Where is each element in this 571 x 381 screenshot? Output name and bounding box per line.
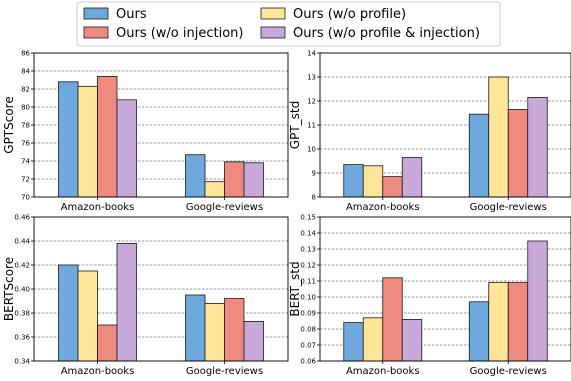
legend-swatch-ours-w-o-profile xyxy=(260,7,286,20)
legend-swatch-ours-w-o-injection xyxy=(83,26,109,39)
y-tick-label: 11 xyxy=(307,122,316,130)
y-tick-label: 0.42 xyxy=(14,262,30,270)
y-tick-label: 0.11 xyxy=(300,278,316,286)
y-tick-label: 72 xyxy=(21,176,30,184)
bar-amazon-books-ours-w-o-profile xyxy=(362,317,384,362)
y-tick-label: 12 xyxy=(307,98,316,106)
bar-amazon-books-ours-w-o-profile xyxy=(362,165,384,198)
y-tick-label: 74 xyxy=(21,158,30,166)
x-tick-label-amazon-books: Amazon-books xyxy=(346,366,420,377)
y-tick-label: 80 xyxy=(21,104,30,112)
bar-google-reviews-ours xyxy=(185,154,206,198)
panel-gpt-std: Amazon-books Google-reviews 8 9 10 11 12 13 14 GP… xyxy=(288,50,571,213)
y-axis-label: GPTScore xyxy=(2,96,16,153)
y-tick-label: 0.07 xyxy=(300,342,316,350)
y-tick-label: 0.44 xyxy=(14,238,30,246)
y-tick-label: 0.08 xyxy=(300,326,316,334)
legend-swatch-ours xyxy=(83,7,109,20)
legend-label-ours: Ours xyxy=(116,7,147,22)
legend: Ours Ours (w/o profile) Ours (w/o injectio… xyxy=(76,1,501,47)
y-tick-label: 0.13 xyxy=(300,246,316,254)
y-tick-label: 0.14 xyxy=(300,230,316,238)
bar-amazon-books-ours-w-o-profile-injection xyxy=(116,242,137,362)
axes-frame xyxy=(319,216,571,362)
legend-swatch-ours-w-o-profile-injection xyxy=(260,26,286,39)
bar-google-reviews-ours-w-o-injection xyxy=(224,161,245,198)
legend-frame xyxy=(76,1,501,47)
bar-amazon-books-ours-w-o-profile-injection xyxy=(401,156,423,198)
y-axis-label: BERTScore xyxy=(2,257,16,321)
y-tick-label: 10 xyxy=(307,146,316,154)
legend-label-ours-w-o-profile: Ours (w/o profile) xyxy=(293,7,406,22)
y-tick-label: 76 xyxy=(21,140,30,148)
y-tick-label: 0.46 xyxy=(14,214,30,222)
y-tick-label: 14 xyxy=(307,50,316,58)
x-tick-label-google-reviews: Google-reviews xyxy=(470,202,547,213)
bar-amazon-books-ours-w-o-injection xyxy=(382,277,403,362)
panel-bert-std: Amazon-books Google-reviews 0.06 0.07 0.08 0.… xyxy=(288,214,571,377)
panel-bertscore: Amazon-books Google-reviews 0.34 0.36 0.38 0.… xyxy=(2,214,289,377)
y-tick-label: 0.15 xyxy=(300,214,316,222)
bar-google-reviews-ours xyxy=(468,113,490,198)
y-tick-label: 84 xyxy=(21,68,30,76)
bar-amazon-books-ours xyxy=(58,264,79,362)
bar-amazon-books-ours xyxy=(343,164,364,198)
y-axis-label: GPT_std xyxy=(288,101,302,149)
y-tick-label: 0.10 xyxy=(300,294,316,302)
legend-label-ours-w-o-injection: Ours (w/o injection) xyxy=(116,26,243,41)
y-tick-label: 13 xyxy=(307,74,316,82)
y-tick-label: 0.36 xyxy=(14,334,30,342)
y-tick-label: 0.34 xyxy=(14,358,30,366)
bar-google-reviews-ours-w-o-profile-injection xyxy=(243,162,264,198)
bar-google-reviews-ours-w-o-injection xyxy=(507,282,529,362)
bar-google-reviews-ours-w-o-profile xyxy=(204,302,225,362)
bar-google-reviews-ours-w-o-profile xyxy=(488,76,509,198)
x-tick-label-amazon-books: Amazon-books xyxy=(61,366,135,377)
x-tick-label-amazon-books: Amazon-books xyxy=(61,202,135,213)
x-tick-label-google-reviews: Google-reviews xyxy=(470,366,547,377)
x-tick-label-amazon-books: Amazon-books xyxy=(346,202,420,213)
bar-amazon-books-ours xyxy=(343,322,364,362)
y-tick-label: 0.40 xyxy=(14,286,30,294)
y-tick-label: 70 xyxy=(21,194,30,202)
bar-google-reviews-ours-w-o-profile-injection xyxy=(527,240,548,362)
bar-amazon-books-ours-w-o-injection xyxy=(382,176,403,198)
y-tick-label: 0.09 xyxy=(300,310,316,318)
bar-google-reviews-ours-w-o-profile-injection xyxy=(527,97,548,198)
bar-google-reviews-ours-w-o-injection xyxy=(507,109,529,198)
bar-amazon-books-ours-w-o-profile xyxy=(77,270,98,362)
bar-amazon-books-ours xyxy=(58,81,79,198)
bar-google-reviews-ours-w-o-profile xyxy=(204,181,225,198)
y-tick-label: 9 xyxy=(312,170,316,178)
y-axis-label: BERT_std xyxy=(288,261,302,316)
legend-label-ours-w-o-profile-injection: Ours (w/o profile & injection) xyxy=(293,26,480,41)
bar-amazon-books-ours-w-o-profile-injection xyxy=(116,99,137,198)
x-tick-label-google-reviews: Google-reviews xyxy=(186,366,263,377)
bar-google-reviews-ours-w-o-injection xyxy=(224,298,245,362)
bar-amazon-books-ours-w-o-profile-injection xyxy=(401,318,423,362)
y-tick-label: 8 xyxy=(312,194,316,202)
bar-amazon-books-ours-w-o-profile xyxy=(77,85,98,198)
y-tick-label: 78 xyxy=(21,122,30,130)
bar-google-reviews-ours-w-o-profile xyxy=(488,282,509,362)
bar-amazon-books-ours-w-o-injection xyxy=(97,76,118,198)
y-tick-label: 0.06 xyxy=(300,358,316,366)
y-tick-label: 0.12 xyxy=(300,262,316,270)
y-tick-label: 82 xyxy=(21,86,30,94)
bar-google-reviews-ours-w-o-profile-injection xyxy=(243,320,264,362)
x-tick-label-google-reviews: Google-reviews xyxy=(186,202,263,213)
panel-gptscore: Amazon-books Google-reviews 70 72 74 76 78 80 82… xyxy=(2,50,289,213)
bar-google-reviews-ours xyxy=(185,294,206,362)
bar-amazon-books-ours-w-o-injection xyxy=(97,324,118,362)
y-tick-label: 0.38 xyxy=(14,310,30,318)
y-tick-label: 86 xyxy=(21,50,30,58)
bar-google-reviews-ours xyxy=(468,301,490,362)
